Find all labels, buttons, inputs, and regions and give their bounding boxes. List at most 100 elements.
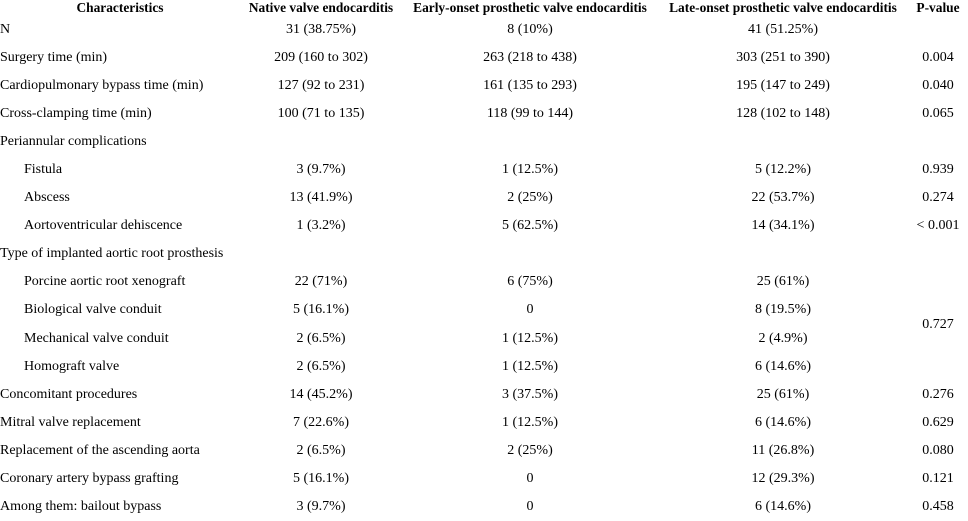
table-row: Aortoventricular dehiscence 1 (3.2%) 5 (62… (0, 212, 968, 240)
cell-value: 1 (12.5%) (502, 162, 558, 178)
cell-value: 6 (14.6%) (755, 414, 811, 430)
cell-value: 127 (92 to 231) (277, 78, 365, 94)
cell-value (402, 240, 658, 268)
cell-value: 195 (147 to 249) (736, 78, 830, 94)
cell-value: 1 (12.5%) (502, 414, 558, 430)
cell-value: 7 (22.6%) (293, 414, 349, 430)
cell-value: 14 (34.1%) (751, 218, 815, 234)
cell-value: 14 (45.2%) (289, 386, 353, 402)
table-row: N 31 (38.75%) 8 (10%) 41 (51.25%) (0, 16, 968, 44)
table-row: Cardiopulmonary bypass time (min) 127 (92… (0, 72, 968, 100)
cell-value (240, 240, 402, 268)
row-label: Porcine aortic root xenograft (24, 274, 186, 290)
row-label: Cardiopulmonary bypass time (min) (0, 78, 204, 94)
row-label: Mitral valve replacement (0, 414, 141, 430)
p-value-cell: 0.458 (922, 498, 954, 514)
cell-value: 0 (526, 302, 534, 318)
cell-value: 8 (10%) (507, 22, 553, 38)
column-header-late-onset: Late-onset prosthetic valve endocarditis (669, 0, 897, 15)
cell-value: 13 (41.9%) (289, 190, 353, 206)
row-label: Homograft valve (24, 358, 120, 374)
cell-value: 5 (12.2%) (755, 162, 811, 178)
column-header-p-value: P-value (916, 0, 960, 15)
cell-value: 2 (25%) (507, 190, 553, 206)
cell-value: 100 (71 to 135) (277, 106, 365, 122)
row-label: Concomitant procedures (0, 386, 138, 402)
cell-value (240, 128, 402, 156)
cell-value: 2 (25%) (507, 442, 553, 458)
p-value-cell (908, 16, 968, 44)
cell-value: 5 (16.1%) (293, 470, 349, 486)
cell-value (658, 128, 908, 156)
cell-value: 12 (29.3%) (751, 470, 815, 486)
row-label: Aortoventricular dehiscence (24, 218, 183, 234)
cell-value: 11 (26.8%) (751, 442, 815, 458)
table-row: Type of implanted aortic root prosthesis (0, 240, 968, 268)
cell-value: 2 (4.9%) (758, 330, 808, 346)
row-label: Among them: bailout bypass (0, 498, 162, 514)
cell-value: 31 (38.75%) (286, 22, 356, 38)
cell-value: 25 (61%) (756, 274, 810, 290)
cell-value: 6 (14.6%) (755, 358, 811, 374)
table-body: N 31 (38.75%) 8 (10%) 41 (51.25%) Surgery ti… (0, 16, 968, 521)
cell-value: 2 (6.5%) (296, 330, 346, 346)
table-row: Coronary artery bypass grafting 5 (16.1%)… (0, 465, 968, 493)
p-value-cell: 0.065 (922, 106, 954, 122)
p-value-cell: 0.727 (922, 316, 954, 332)
cell-value: 3 (37.5%) (502, 386, 558, 402)
table-row: Homograft valve 2 (6.5%) 1 (12.5%) 6 (14.6%… (0, 353, 968, 381)
table-row: Surgery time (min) 209 (160 to 302) 263 (2… (0, 44, 968, 72)
column-header-native-valve: Native valve endocarditis (248, 0, 394, 15)
cell-value: 3 (9.7%) (296, 162, 346, 178)
row-label: Mechanical valve conduit (24, 330, 169, 346)
table-row: Abscess 13 (41.9%) 2 (25%) 22 (53.7%) 0.274 (0, 184, 968, 212)
p-value-cell: 0.939 (922, 162, 954, 178)
row-label: Biological valve conduit (24, 302, 162, 318)
p-value-cell: 0.274 (922, 190, 954, 206)
table-row: Concomitant procedures 14 (45.2%) 3 (37.5%… (0, 381, 968, 409)
p-value-cell: 0.080 (922, 442, 954, 458)
p-value-cell (908, 240, 968, 268)
cell-value: 22 (53.7%) (751, 190, 815, 206)
row-label: Coronary artery bypass grafting (0, 470, 179, 486)
cell-value: 0 (526, 498, 534, 514)
cell-value: 2 (6.5%) (296, 442, 346, 458)
row-label: Cross-clamping time (min) (0, 106, 152, 122)
cell-value: 22 (71%) (294, 274, 348, 290)
cell-value (658, 240, 908, 268)
column-header-characteristics: Characteristics (76, 0, 164, 15)
header-row: Characteristics Native valve endocarditi… (0, 0, 968, 16)
cell-value: 1 (12.5%) (502, 358, 558, 374)
cell-value: 8 (19.5%) (755, 302, 811, 318)
cell-value: 118 (99 to 144) (486, 106, 574, 122)
cell-value: 128 (102 to 148) (736, 106, 830, 122)
cell-value: 303 (251 to 390) (736, 50, 830, 66)
table-row: Periannular complications (0, 128, 968, 156)
table-row: Fistula 3 (9.7%) 1 (12.5%) 5 (12.2%) 0.939 (0, 156, 968, 184)
cell-value: 25 (61%) (756, 386, 810, 402)
row-label: Replacement of the ascending aorta (0, 442, 200, 458)
table-row: Mitral valve replacement 7 (22.6%) 1 (12.5… (0, 409, 968, 437)
cell-value: 5 (62.5%) (502, 218, 558, 234)
cell-value: 263 (218 to 438) (483, 50, 577, 66)
table-row: Mechanical valve conduit 2 (6.5%) 1 (12.5%… (0, 325, 968, 353)
cell-value: 6 (14.6%) (755, 498, 811, 514)
column-header-early-onset: Early-onset prosthetic valve endocarditi… (413, 0, 647, 15)
cell-value: 6 (75%) (507, 274, 553, 290)
cell-value: 161 (135 to 293) (483, 78, 577, 94)
row-label: Surgery time (min) (0, 50, 108, 66)
table-row: Replacement of the ascending aorta 2 (6.5… (0, 437, 968, 465)
p-value-cell: 0.040 (922, 78, 954, 94)
cell-value: 3 (9.7%) (296, 498, 346, 514)
row-label: N (0, 22, 11, 38)
table-header: Characteristics Native valve endocarditi… (0, 0, 968, 16)
cell-value: 209 (160 to 302) (274, 50, 368, 66)
cell-value: 41 (51.25%) (748, 22, 818, 38)
p-value-cell (908, 128, 968, 156)
table-row: Cross-clamping time (min) 100 (71 to 135)… (0, 100, 968, 128)
p-value-cell: 0.629 (922, 414, 954, 430)
row-label: Type of implanted aortic root prosthesis (0, 246, 224, 262)
row-label: Fistula (24, 162, 63, 178)
